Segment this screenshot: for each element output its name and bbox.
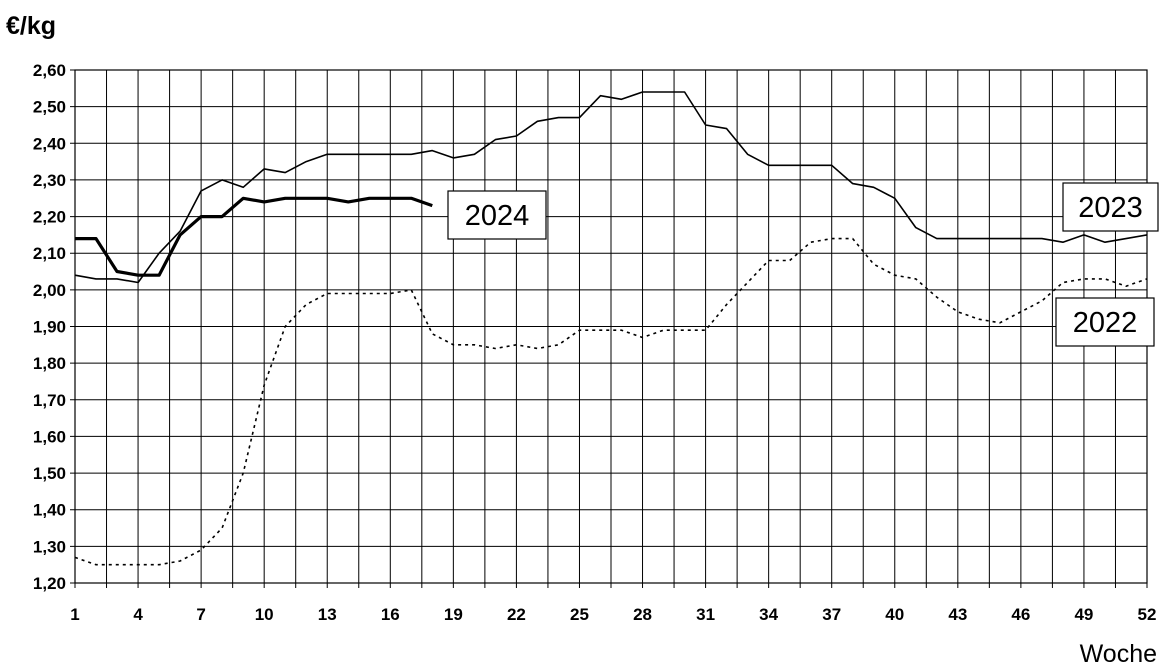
y-tick-label: 1,20 xyxy=(33,574,66,593)
series-line-2022 xyxy=(74,237,1148,566)
x-tick-label: 4 xyxy=(133,605,143,624)
y-tick-label: 1,60 xyxy=(33,427,66,446)
series-line-2024 xyxy=(75,196,433,277)
series-line-2023 xyxy=(74,91,1148,284)
series-label-2024: 2024 xyxy=(447,190,547,240)
y-tick-label: 2,10 xyxy=(33,244,66,263)
x-tick-label: 31 xyxy=(696,605,715,624)
x-tick-label: 10 xyxy=(255,605,274,624)
series-labels: 2023 2024 2022 xyxy=(447,182,1159,347)
x-tick-label: 25 xyxy=(570,605,589,624)
x-tick-label: 40 xyxy=(885,605,904,624)
series-label-box xyxy=(1062,182,1159,232)
y-axis-unit-label: €/kg xyxy=(6,12,56,40)
x-tick-label: 52 xyxy=(1138,605,1157,624)
x-tick-label: 16 xyxy=(381,605,400,624)
y-tick-label: 2,50 xyxy=(33,98,66,117)
x-tick-label: 46 xyxy=(1011,605,1030,624)
series-lines xyxy=(74,91,1148,566)
series-label-text: 2023 xyxy=(1078,192,1143,224)
y-tick-label: 1,40 xyxy=(33,501,66,520)
x-tick-label: 13 xyxy=(318,605,337,624)
x-tick-label: 1 xyxy=(70,605,79,624)
y-tick-label: 1,50 xyxy=(33,464,66,483)
x-tick-label: 43 xyxy=(948,605,967,624)
grid-lines xyxy=(70,69,1148,588)
series-label-2022: 2022 xyxy=(1055,297,1155,347)
x-tick-label: 28 xyxy=(633,605,652,624)
y-tick-label: 2,00 xyxy=(33,281,66,300)
x-tick-label: 37 xyxy=(822,605,841,624)
y-tick-label: 1,90 xyxy=(33,318,66,337)
series-label-2023: 2023 xyxy=(1062,182,1159,232)
y-axis-ticks: 1,20 1,30 1,40 1,50 1,60 1,70 1,80 1,90 2,00 2,10… xyxy=(33,61,66,593)
y-tick-label: 2,20 xyxy=(33,208,66,227)
x-tick-label: 22 xyxy=(507,605,526,624)
y-tick-label: 1,80 xyxy=(33,354,66,373)
x-axis-title: Woche xyxy=(1080,640,1157,668)
series-label-box xyxy=(1055,297,1155,347)
y-tick-label: 1,70 xyxy=(33,391,66,410)
series-label-text: 2022 xyxy=(1073,307,1138,339)
x-tick-label: 19 xyxy=(444,605,463,624)
x-tick-label: 34 xyxy=(759,605,778,624)
y-tick-label: 2,60 xyxy=(33,61,66,80)
y-tick-label: 2,30 xyxy=(33,171,66,190)
y-tick-label: 1,30 xyxy=(33,537,66,556)
y-tick-label: 2,40 xyxy=(33,134,66,153)
x-axis-ticks: 1 4 7 10 13 16 19 22 25 28 31 34 37 40 43 46 49 52 xyxy=(70,605,1156,624)
series-label-text: 2024 xyxy=(465,200,530,232)
x-tick-label: 7 xyxy=(196,605,205,624)
series-label-box xyxy=(447,190,547,240)
x-tick-label: 49 xyxy=(1074,605,1093,624)
